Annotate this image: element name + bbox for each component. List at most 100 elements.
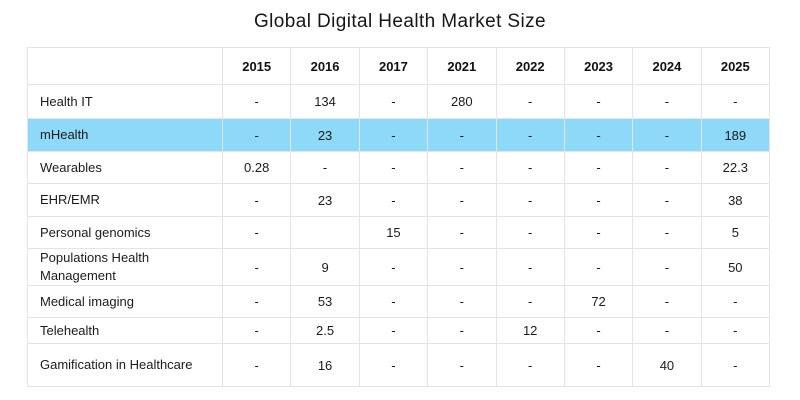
value-cell: 9: [290, 248, 360, 286]
year-header-2024: 2024: [632, 47, 702, 85]
value-cell: -: [700, 84, 771, 119]
value-cell: 53: [290, 285, 360, 318]
value-cell: -: [495, 84, 565, 119]
value-cell: -: [221, 183, 292, 217]
value-cell: -: [358, 317, 429, 344]
year-header-2015: 2015: [221, 47, 292, 85]
value-cell: 5: [700, 216, 771, 249]
table-body: Health IT -134-280- - - - mHealth -23- - - - -189 W…: [27, 84, 771, 387]
row-label: Medical imaging: [27, 285, 223, 318]
value-cell: -: [427, 151, 497, 184]
value-cell: -: [632, 151, 702, 184]
value-cell: 50: [700, 248, 771, 286]
value-cell: 2.5: [290, 317, 360, 344]
value-cell: -: [358, 343, 429, 387]
row-label: mHealth: [27, 118, 223, 152]
value-cell: -: [358, 118, 429, 152]
value-cell: -: [632, 84, 702, 119]
value-cell: [290, 216, 360, 249]
row-label: Wearables: [27, 151, 223, 184]
value-cell: 23: [290, 183, 360, 217]
value-cell: 16: [290, 343, 360, 387]
value-cell: -: [358, 84, 429, 119]
value-cell: -: [358, 183, 429, 217]
row-label: Telehealth: [27, 317, 223, 344]
value-cell: 40: [632, 343, 702, 387]
table-row: Personal genomics -15- - - -5: [27, 216, 771, 249]
value-cell: -: [221, 248, 292, 286]
table-row: Medical imaging -53- - -72- -: [27, 285, 771, 318]
table-row: Health IT -134-280- - - -: [27, 84, 771, 119]
value-cell: 280: [427, 84, 497, 119]
value-cell: -: [495, 118, 565, 152]
value-cell: 12: [495, 317, 565, 344]
page-title: Global Digital Health Market Size: [254, 11, 546, 32]
value-cell: -: [427, 216, 497, 249]
year-header-2025: 2025: [700, 47, 771, 85]
market-size-table: 2015 2016 2017 2021 2022 2023 2024 2025 Health …: [27, 47, 771, 387]
value-cell: -: [632, 216, 702, 249]
value-cell: -: [427, 317, 497, 344]
value-cell: -: [700, 285, 771, 318]
value-cell: 38: [700, 183, 771, 217]
value-cell: -: [495, 343, 565, 387]
value-cell: -: [221, 84, 292, 119]
value-cell: -: [563, 216, 634, 249]
value-cell: -: [563, 183, 634, 217]
year-header-2022: 2022: [495, 47, 565, 85]
value-cell: -: [358, 285, 429, 318]
value-cell: -: [495, 248, 565, 286]
year-header-2021: 2021: [427, 47, 497, 85]
table-row: Gamification in Healthcare -16- - - -40-: [27, 343, 771, 387]
value-cell: -: [563, 151, 634, 184]
value-cell: -: [632, 118, 702, 152]
value-cell: -: [700, 317, 771, 344]
value-cell: -: [358, 151, 429, 184]
value-cell: -: [495, 216, 565, 249]
value-cell: 0.28: [221, 151, 292, 184]
header-row: 2015 2016 2017 2021 2022 2023 2024 2025: [27, 47, 771, 85]
year-header-2016: 2016: [290, 47, 360, 85]
row-label: Populations Health Management: [27, 248, 223, 286]
value-cell: -: [563, 317, 634, 344]
value-cell: -: [221, 118, 292, 152]
value-cell: -: [221, 216, 292, 249]
value-cell: -: [290, 151, 360, 184]
value-cell: 189: [700, 118, 771, 152]
year-header-2023: 2023: [563, 47, 634, 85]
value-cell: -: [427, 183, 497, 217]
value-cell: -: [427, 118, 497, 152]
row-label: Gamification in Healthcare: [27, 343, 223, 387]
value-cell: -: [700, 343, 771, 387]
value-cell: -: [632, 285, 702, 318]
value-cell: 23: [290, 118, 360, 152]
corner-header-cell: [27, 47, 223, 85]
value-cell: -: [563, 118, 634, 152]
table-header: 2015 2016 2017 2021 2022 2023 2024 2025: [27, 47, 771, 85]
table-row: Telehealth -2.5- -12- - -: [27, 317, 771, 344]
table-row: Populations Health Management -9- - - - -50: [27, 248, 771, 286]
row-label: Health IT: [27, 84, 223, 119]
value-cell: -: [358, 248, 429, 286]
value-cell: -: [427, 343, 497, 387]
value-cell: -: [563, 343, 634, 387]
value-cell: -: [221, 317, 292, 344]
table-row: Wearables 0.28- - - - - -22.3: [27, 151, 771, 184]
value-cell: 134: [290, 84, 360, 119]
value-cell: 22.3: [700, 151, 771, 184]
value-cell: -: [632, 183, 702, 217]
value-cell: 15: [358, 216, 429, 249]
value-cell: -: [632, 317, 702, 344]
row-label: EHR/EMR: [27, 183, 223, 217]
value-cell: -: [495, 183, 565, 217]
year-header-2017: 2017: [358, 47, 429, 85]
value-cell: -: [221, 343, 292, 387]
value-cell: -: [221, 285, 292, 318]
value-cell: -: [563, 84, 634, 119]
value-cell: -: [495, 151, 565, 184]
row-label: Personal genomics: [27, 216, 223, 249]
value-cell: -: [427, 248, 497, 286]
table-row: EHR/EMR -23- - - - -38: [27, 183, 771, 217]
table-row: mHealth -23- - - - -189: [27, 118, 771, 152]
value-cell: -: [427, 285, 497, 318]
